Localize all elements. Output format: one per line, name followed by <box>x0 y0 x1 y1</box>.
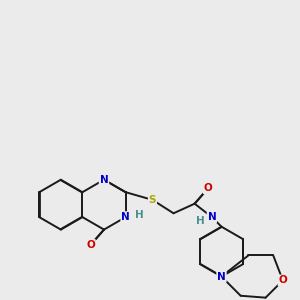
Text: N: N <box>100 175 108 185</box>
Text: N: N <box>121 212 130 222</box>
Text: O: O <box>204 183 212 194</box>
Text: O: O <box>86 240 95 250</box>
Text: H: H <box>196 216 205 226</box>
Text: S: S <box>149 195 156 205</box>
Text: O: O <box>278 275 287 285</box>
Text: N: N <box>217 272 226 282</box>
Text: N: N <box>208 212 216 222</box>
Text: H: H <box>135 210 143 220</box>
